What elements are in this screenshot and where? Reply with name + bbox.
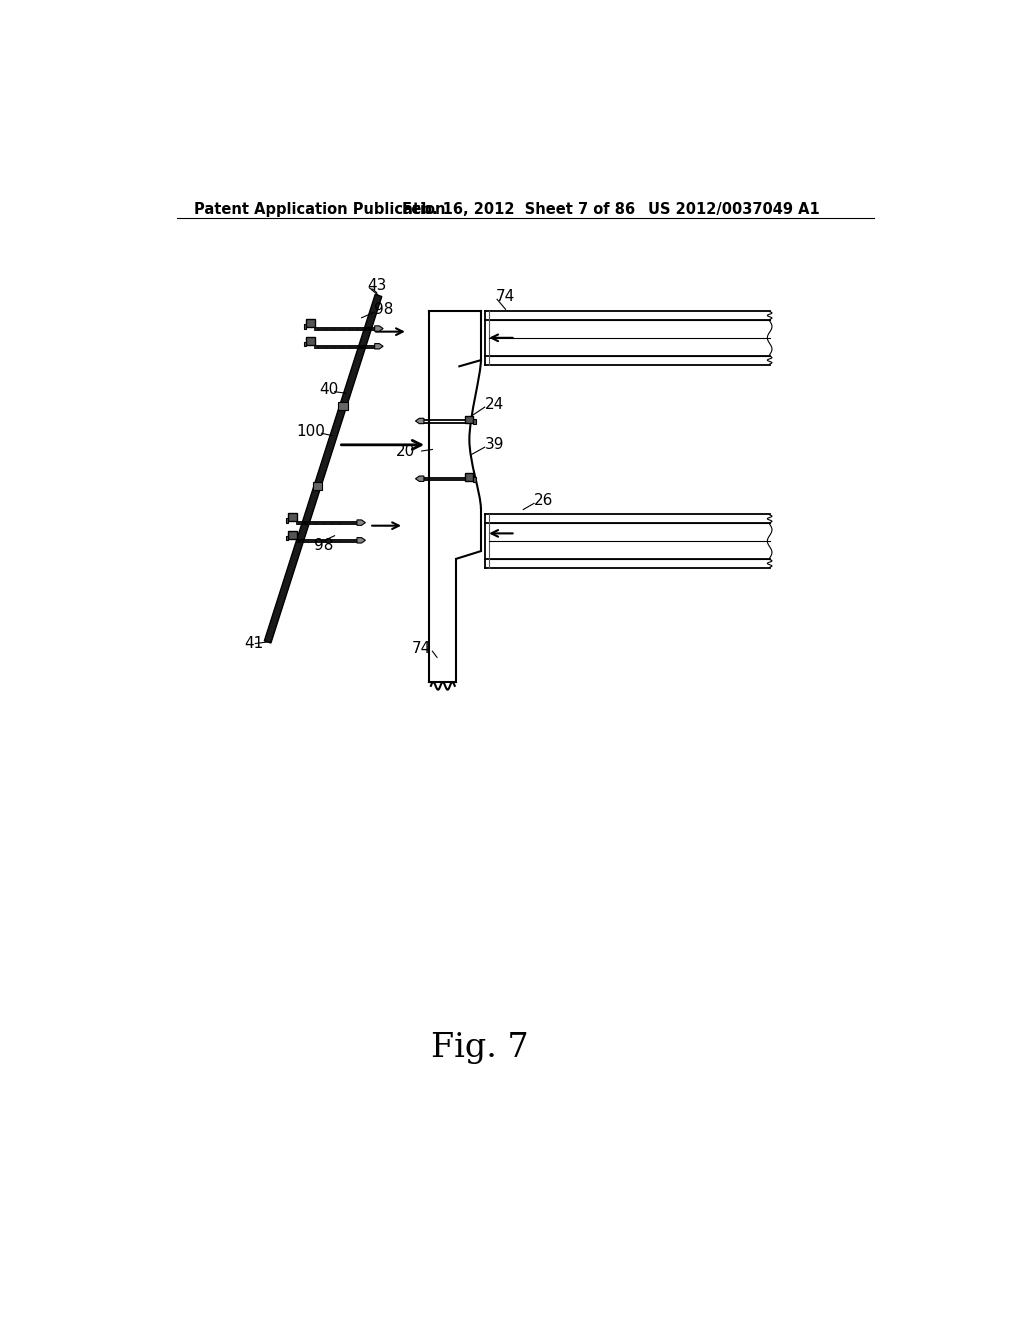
Bar — [465, 474, 473, 480]
FancyArrow shape — [357, 537, 366, 543]
Text: Patent Application Publication: Patent Application Publication — [194, 202, 445, 218]
Text: 98: 98 — [313, 539, 333, 553]
Polygon shape — [338, 403, 347, 411]
Polygon shape — [313, 482, 323, 490]
Bar — [286, 536, 289, 540]
FancyArrow shape — [375, 343, 383, 348]
Text: 43: 43 — [368, 279, 387, 293]
Bar — [289, 531, 297, 539]
Text: 20: 20 — [396, 444, 416, 458]
Text: 40: 40 — [319, 381, 339, 397]
Bar — [306, 319, 314, 327]
Text: 41: 41 — [245, 636, 264, 651]
Text: 98: 98 — [374, 302, 393, 317]
Bar — [473, 420, 475, 424]
Text: 26: 26 — [535, 492, 553, 508]
Bar — [306, 337, 314, 345]
Polygon shape — [264, 294, 382, 643]
FancyArrow shape — [416, 418, 424, 424]
Bar — [465, 416, 473, 424]
Text: 39: 39 — [484, 437, 504, 451]
Bar — [473, 478, 475, 482]
Text: 74: 74 — [496, 289, 515, 304]
FancyArrow shape — [375, 326, 383, 331]
Bar — [289, 513, 297, 521]
Text: US 2012/0037049 A1: US 2012/0037049 A1 — [648, 202, 820, 218]
Text: 100: 100 — [296, 424, 325, 440]
Text: Feb. 16, 2012  Sheet 7 of 86: Feb. 16, 2012 Sheet 7 of 86 — [401, 202, 635, 218]
Bar — [286, 517, 289, 523]
FancyArrow shape — [416, 477, 424, 482]
Text: 24: 24 — [484, 396, 504, 412]
Text: 74: 74 — [412, 640, 431, 656]
Bar — [304, 323, 306, 329]
Bar — [304, 342, 306, 346]
FancyArrowPatch shape — [372, 289, 377, 293]
FancyArrow shape — [357, 520, 366, 525]
Text: Fig. 7: Fig. 7 — [431, 1032, 528, 1064]
